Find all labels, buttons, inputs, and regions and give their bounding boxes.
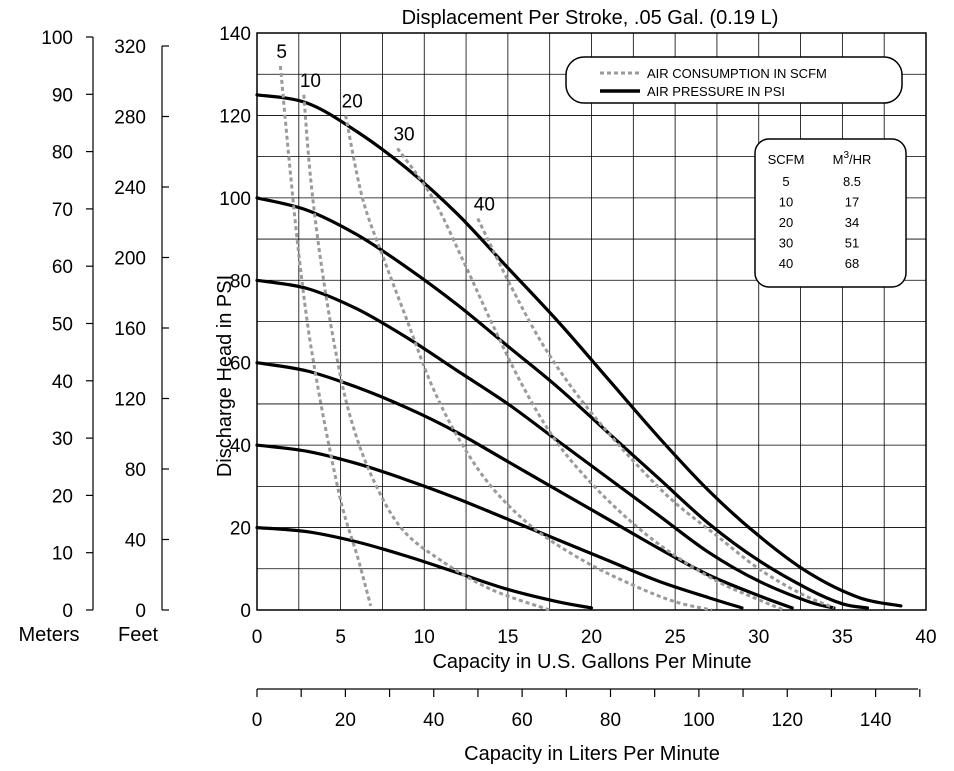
- y-tick-label: 120: [219, 106, 251, 127]
- air-consumption-curve: [302, 94, 551, 612]
- table-cell-scfm: 10: [779, 195, 793, 210]
- feet-axis-title: Feet: [118, 624, 158, 646]
- air-consumption-curve-label: 30: [393, 124, 414, 145]
- meters-tick-label: 90: [52, 85, 73, 106]
- y-tick-label: 20: [230, 519, 251, 540]
- meters-tick-label: 100: [41, 28, 73, 49]
- y-tick-label: 80: [230, 271, 251, 292]
- air-pressure-curve: [255, 526, 594, 610]
- secondary-x-tick-label: 40: [423, 710, 444, 731]
- table-cell-scfm: 30: [779, 236, 793, 251]
- chart-title: Displacement Per Stroke, .05 Gal. (0.19 …: [402, 7, 779, 29]
- y-tick-label: 0: [240, 601, 251, 622]
- table-cell-scfm: 20: [779, 215, 793, 230]
- air-consumption-curve: [278, 65, 373, 607]
- legend: AIR CONSUMPTION IN SCFM AIR PRESSURE IN …: [565, 56, 903, 104]
- x-tick-label: 10: [414, 627, 435, 648]
- meters-tick-label: 20: [52, 486, 73, 507]
- y-tick-label: 100: [219, 189, 251, 210]
- table-rows: 5 8.5 10 17 20 34 30 51 40 68: [779, 174, 861, 271]
- legend-entry-air-pressure: AIR PRESSURE IN PSI: [647, 84, 785, 99]
- table-cell-m3hr: 68: [845, 256, 859, 271]
- meters-tick-label: 30: [52, 429, 73, 450]
- meters-tick-label: 80: [52, 143, 73, 164]
- meters-tick-label: 50: [52, 315, 73, 336]
- table-header-scfm: SCFM: [768, 152, 805, 167]
- table-header-m3hr: M3/HR: [833, 150, 872, 167]
- secondary-x-axis-title: Capacity in Liters Per Minute: [464, 743, 720, 765]
- x-tick-label: 15: [497, 627, 518, 648]
- legend-box: [565, 56, 903, 104]
- secondary-x-tick-label: 0: [252, 710, 263, 731]
- plot-grid: [256, 32, 927, 611]
- air-consumption-curves: 5 10 20 30 40: [276, 42, 835, 612]
- air-pressure-curve: [255, 443, 744, 610]
- feet-tick-label: 160: [114, 319, 146, 340]
- air-consumption-curve: [344, 115, 713, 612]
- table-cell-m3hr: 34: [845, 215, 859, 230]
- air-consumption-curve-label: 40: [474, 194, 495, 215]
- air-consumption-curve-label: 5: [276, 42, 287, 63]
- table-cell-m3hr: 17: [845, 195, 859, 210]
- y-axis-title: Discharge Head in PSI: [214, 275, 236, 477]
- secondary-x-tick-label: 120: [771, 710, 803, 731]
- meters-tick-label: 0: [62, 601, 73, 622]
- table-box: [754, 138, 907, 288]
- air-pressure-curves: [255, 93, 903, 610]
- air-consumption-curve-label: 10: [300, 71, 321, 92]
- air-pressure-curve: [255, 93, 903, 608]
- feet-tick-label: 320: [114, 37, 146, 58]
- x-tick-label: 20: [581, 627, 602, 648]
- feet-tick-label: 0: [135, 601, 146, 622]
- air-pressure-curve: [255, 361, 794, 610]
- meters-axis-title: Meters: [18, 624, 79, 646]
- meters-tick-label: 70: [52, 200, 73, 221]
- y-tick-label: 60: [230, 354, 251, 375]
- secondary-x-tick-label: 100: [683, 710, 715, 731]
- x-tick-label: 5: [335, 627, 346, 648]
- x-tick-label: 25: [665, 627, 686, 648]
- secondary-x-tick-label: 20: [335, 710, 356, 731]
- x-axis-title: Capacity in U.S. Gallons Per Minute: [432, 651, 751, 673]
- secondary-x-tick-label: 140: [860, 710, 892, 731]
- feet-tick-label: 240: [114, 178, 146, 199]
- table-cell-scfm: 5: [782, 174, 789, 189]
- table-cell-scfm: 40: [779, 256, 793, 271]
- plot-frame: [256, 32, 927, 611]
- air-consumption-curve-label: 20: [342, 91, 363, 112]
- meters-tick-label: 60: [52, 257, 73, 278]
- air-pressure-curve: [255, 278, 836, 610]
- feet-tick-label: 280: [114, 108, 146, 129]
- feet-tick-label: 40: [125, 531, 146, 552]
- air-consumption-curve: [476, 217, 835, 610]
- air-consumption-curve: [396, 147, 785, 612]
- feet-tick-label: 200: [114, 249, 146, 270]
- table-cell-m3hr: 51: [845, 236, 859, 251]
- meters-tick-label: 10: [52, 544, 73, 565]
- legend-entry-air-consumption: AIR CONSUMPTION IN SCFM: [647, 66, 827, 81]
- x-tick-label: 0: [252, 627, 263, 648]
- x-tick-label: 40: [915, 627, 936, 648]
- y-tick-label: 40: [230, 436, 251, 457]
- feet-tick-label: 80: [125, 460, 146, 481]
- meters-tick-label: 40: [52, 372, 73, 393]
- secondary-x-tick-label: 80: [600, 710, 621, 731]
- x-tick-label: 30: [748, 627, 769, 648]
- x-tick-label: 35: [832, 627, 853, 648]
- y-tick-label: 140: [219, 24, 251, 45]
- feet-tick-label: 120: [114, 390, 146, 411]
- scfm-conversion-table: SCFM M3/HR 5 8.5 10 17 20 34 30 51 40 68: [754, 138, 907, 288]
- air-pressure-curve: [255, 196, 870, 610]
- secondary-x-tick-label: 60: [512, 710, 533, 731]
- table-cell-m3hr: 8.5: [843, 174, 861, 189]
